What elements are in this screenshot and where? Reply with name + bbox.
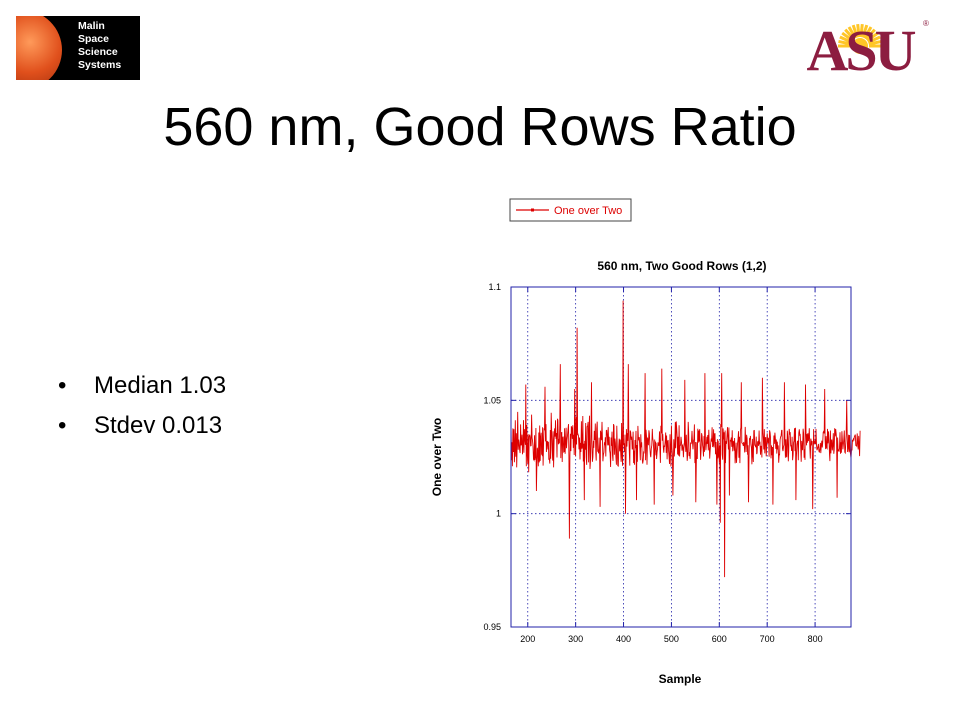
- legend-box: [509, 198, 632, 222]
- y-tick-label: 1.05: [483, 395, 501, 405]
- bullet-dot: •: [58, 412, 67, 439]
- malin-space-science-systems-logo: Malin Space Science Systems: [16, 16, 140, 80]
- legend-marker: [531, 208, 534, 212]
- sun-ray: [859, 23, 864, 38]
- chart-legend: One over Two: [509, 198, 632, 222]
- legend-label: One over Two: [554, 205, 622, 217]
- bullet-dot: •: [58, 372, 67, 399]
- series-line: [510, 300, 861, 578]
- bullet-text: Stdev 0.013: [94, 412, 223, 439]
- y-axis-label: One over Two: [430, 418, 444, 496]
- sun-ray: [864, 28, 876, 41]
- asu-logo-text: ASU: [806, 18, 915, 76]
- chart-title: 560 nm, Two Good Rows (1,2): [597, 259, 766, 273]
- sun-ray: [847, 26, 857, 39]
- bullet-text: Median 1.03: [94, 372, 227, 399]
- msss-logo-line: Systems: [78, 59, 122, 71]
- x-axis-label: Sample: [659, 672, 702, 686]
- sun-ray: [863, 26, 873, 39]
- y-tick-label: 0.95: [483, 622, 501, 632]
- plot-frame: [510, 286, 852, 628]
- sun-ray: [866, 31, 879, 42]
- bullet-stdev: • Stdev 0.013: [58, 406, 226, 446]
- sun-ray: [868, 39, 882, 46]
- sun-ray: [841, 31, 854, 42]
- sun-ray: [838, 39, 852, 46]
- asu-registered-mark: ®: [923, 19, 929, 28]
- x-tick-label: 300: [568, 634, 583, 644]
- sun-ray: [851, 24, 859, 38]
- msss-logo-text: Malin Space Science Systems: [78, 20, 138, 72]
- x-tick-label: 700: [760, 634, 775, 644]
- x-tick-label: 600: [712, 634, 727, 644]
- sun-disc: [852, 38, 868, 54]
- series-one-over-two: [510, 300, 861, 578]
- bullet-list: • Median 1.03 • Stdev 0.013: [58, 366, 226, 446]
- sun-ray: [839, 35, 853, 44]
- sun-ray: [867, 35, 881, 44]
- x-tick-label: 400: [616, 634, 631, 644]
- sun-ray: [861, 24, 869, 38]
- sun-icon: [838, 23, 882, 54]
- asu-logo: ASU ®: [806, 18, 929, 76]
- slide-title: 560 nm, Good Rows Ratio: [163, 97, 797, 157]
- x-tick-label: 800: [808, 634, 823, 644]
- x-tick-label: 200: [520, 634, 535, 644]
- planet-icon: [16, 16, 62, 80]
- y-tick-label: 1: [496, 509, 501, 519]
- msss-logo-line: Malin: [78, 20, 105, 32]
- sun-ray: [856, 23, 861, 38]
- y-tick-label: 1.1: [488, 282, 501, 292]
- msss-logo-line: Space: [78, 33, 109, 45]
- bullet-median: • Median 1.03: [58, 366, 226, 406]
- axis-ticks: 200 300 400 500 600 700 800 0.95 1 1.05 1.1: [483, 282, 851, 644]
- x-tick-label: 500: [664, 634, 679, 644]
- msss-logo-line: Science: [78, 46, 118, 58]
- sun-ray: [844, 28, 856, 41]
